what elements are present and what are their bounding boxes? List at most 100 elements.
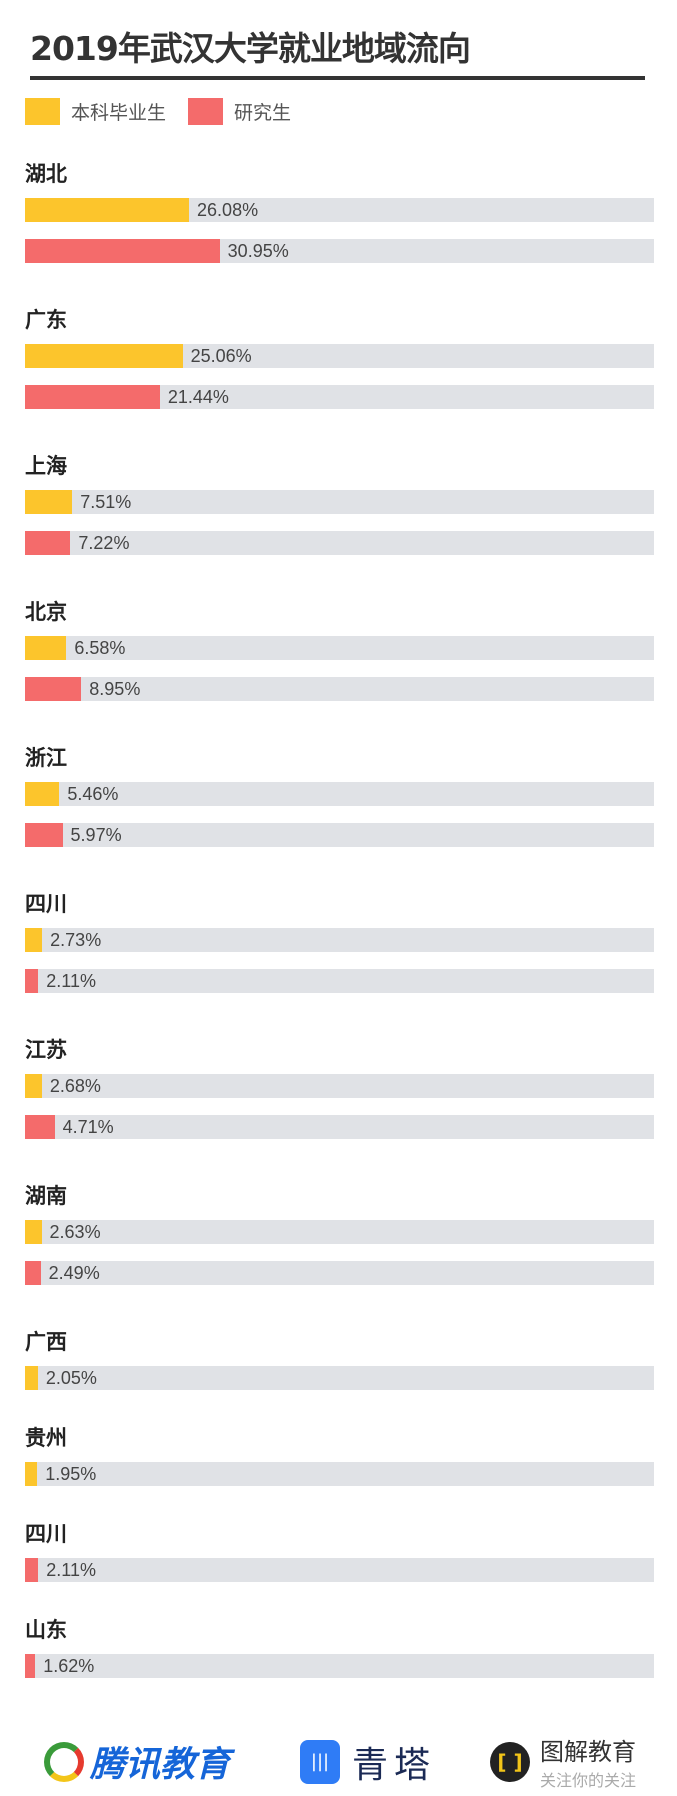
qingta-text: 青塔 <box>352 1745 437 1786</box>
region-group: 四川 2.11% <box>25 1519 654 1582</box>
region-group: 江苏 2.68% 4.71% <box>25 1035 654 1139</box>
title-divider <box>30 76 645 80</box>
bar-groups: 湖北 26.08% 30.95% 广东 25.06% 21.44% 上海 7.51% 7.22%… <box>25 159 654 1711</box>
bar-value-label: 21.44% <box>167 387 229 407</box>
bar-value-label: 2.11% <box>46 971 96 991</box>
tencent-education-logo: 腾讯教育 <box>44 1736 230 1787</box>
bar-track: 5.97% <box>25 823 654 847</box>
legend-label-undergraduate: 本科毕业生 <box>71 102 167 124</box>
bar-track: 2.49% <box>25 1261 654 1285</box>
bar-track: 2.68% <box>25 1074 654 1098</box>
chart-title: 2019年武汉大学就业地域流向 <box>30 29 471 68</box>
bar-undergraduate <box>25 782 60 806</box>
qingta-logo: ||| 青塔 <box>300 1736 436 1788</box>
region-group: 四川 2.73% 2.11% <box>25 889 654 993</box>
legend-item-graduate: 研究生 <box>188 98 291 125</box>
bar-track: 8.95% <box>25 677 654 701</box>
bar-graduate <box>25 1261 41 1285</box>
bar-track: 7.22% <box>25 531 654 555</box>
bar-track: 2.63% <box>25 1220 654 1244</box>
bar-track: 2.11% <box>25 1558 654 1582</box>
region-label: 湖北 <box>25 162 67 186</box>
bar-track: 1.95% <box>25 1462 654 1486</box>
bar-value-label: 2.49% <box>48 1263 100 1283</box>
region-group: 北京 6.58% 8.95% <box>25 597 654 701</box>
bar-value-label: 2.73% <box>50 930 102 950</box>
bar-value-label: 7.51% <box>80 492 132 512</box>
region-label: 湖南 <box>25 1184 67 1208</box>
bar-track: 5.46% <box>25 782 654 806</box>
bar-value-label: 25.06% <box>190 346 252 366</box>
bar-track: 30.95% <box>25 239 654 263</box>
region-label: 广东 <box>25 308 67 332</box>
footer-logos: 腾讯教育 ||| 青塔 [ ] 图解教育 关注你的关注 <box>0 1728 677 1791</box>
bar-graduate <box>25 239 220 263</box>
region-group: 广西 2.05% <box>25 1327 654 1390</box>
legend-label-graduate: 研究生 <box>234 102 292 124</box>
bar-track: 7.51% <box>25 490 654 514</box>
bar-track: 1.62% <box>25 1654 654 1678</box>
region-label: 上海 <box>25 454 67 478</box>
region-label: 浙江 <box>25 746 67 770</box>
legend-swatch-undergraduate <box>25 98 60 125</box>
bar-value-label: 30.95% <box>227 241 289 261</box>
bar-value-label: 2.63% <box>49 1222 101 1242</box>
region-group: 广东 25.06% 21.44% <box>25 305 654 409</box>
bar-graduate <box>25 1654 36 1678</box>
region-label: 贵州 <box>25 1426 67 1450</box>
bar-track: 25.06% <box>25 344 654 368</box>
bar-value-label: 4.71% <box>62 1117 114 1137</box>
region-group: 浙江 5.46% 5.97% <box>25 743 654 847</box>
region-label: 北京 <box>25 600 67 624</box>
legend-swatch-graduate <box>188 98 224 125</box>
bar-value-label: 8.95% <box>89 679 141 699</box>
bar-value-label: 1.95% <box>45 1464 97 1484</box>
qingta-logo-icon: ||| <box>300 1740 340 1784</box>
region-label: 江苏 <box>25 1038 67 1062</box>
bar-undergraduate <box>25 344 183 368</box>
region-label: 四川 <box>25 1522 67 1546</box>
bar-track: 6.58% <box>25 636 654 660</box>
bar-undergraduate <box>25 636 67 660</box>
bar-value-label: 1.62% <box>43 1656 95 1676</box>
region-group: 湖北 26.08% 30.95% <box>25 159 654 263</box>
bar-undergraduate <box>25 1074 42 1098</box>
bar-value-label: 2.05% <box>45 1368 97 1388</box>
bar-undergraduate <box>25 1220 42 1244</box>
bar-track: 2.11% <box>25 969 654 993</box>
bar-value-label: 6.58% <box>74 638 126 658</box>
bar-undergraduate <box>25 490 73 514</box>
region-group: 贵州 1.95% <box>25 1423 654 1486</box>
region-label: 广西 <box>25 1330 67 1354</box>
bar-graduate <box>25 969 39 993</box>
region-group: 山东 1.62% <box>25 1615 654 1678</box>
region-label: 山东 <box>25 1618 67 1642</box>
bar-value-label: 5.46% <box>67 784 119 804</box>
bar-graduate <box>25 823 63 847</box>
bar-track: 26.08% <box>25 198 654 222</box>
bar-undergraduate <box>25 1366 38 1390</box>
bar-value-label: 5.97% <box>70 825 122 845</box>
tencent-education-text: 腾讯教育 <box>90 1745 231 1785</box>
bar-track: 4.71% <box>25 1115 654 1139</box>
tujie-subtitle: 关注你的关注 <box>540 1771 637 1790</box>
bar-value-label: 7.22% <box>78 533 130 553</box>
bar-track: 2.73% <box>25 928 654 952</box>
tujie-education-logo: [ ] 图解教育 关注你的关注 <box>490 1732 636 1791</box>
legend: 本科毕业生 研究生 <box>25 98 313 125</box>
tujie-logo-icon: [ ] <box>490 1741 530 1782</box>
bar-graduate <box>25 677 82 701</box>
region-group: 上海 7.51% 7.22% <box>25 451 654 555</box>
tujie-title: 图解教育 <box>540 1738 636 1766</box>
bar-value-label: 2.68% <box>49 1076 101 1096</box>
bar-graduate <box>25 1115 55 1139</box>
bar-track: 2.05% <box>25 1366 654 1390</box>
bar-undergraduate <box>25 928 43 952</box>
region-group: 湖南 2.63% 2.49% <box>25 1181 654 1285</box>
bar-value-label: 26.08% <box>197 200 259 220</box>
region-label: 四川 <box>25 892 67 916</box>
bar-track: 21.44% <box>25 385 654 409</box>
bar-graduate <box>25 385 160 409</box>
bar-undergraduate <box>25 198 190 222</box>
